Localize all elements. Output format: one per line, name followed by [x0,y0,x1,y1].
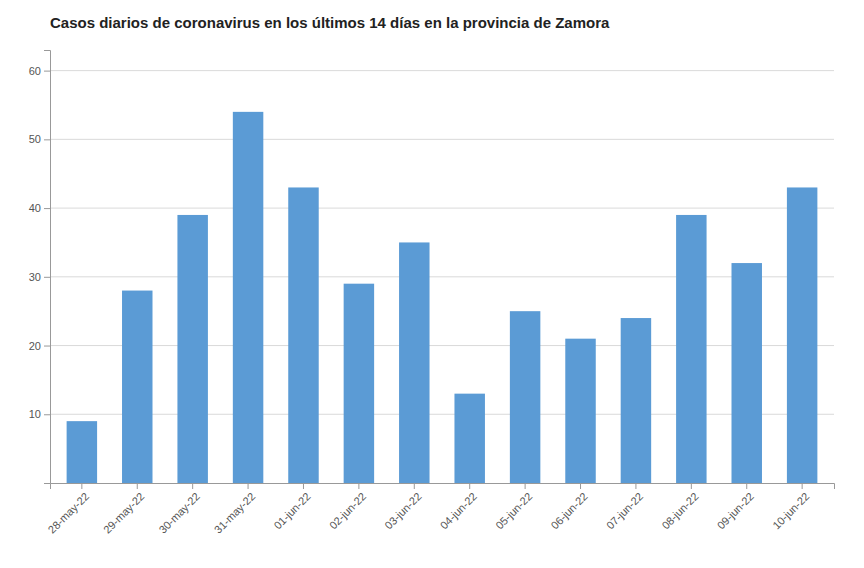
y-tick: 60 [29,65,50,77]
x-tick-label: 08-jun-22 [659,490,700,531]
y-tick: 40 [29,202,50,214]
x-tick-mark [414,483,415,489]
grid-line [50,414,834,415]
y-tick-mark [44,346,50,347]
y-tick-label: 40 [29,202,41,214]
x-tick: 10-jun-22 [770,483,811,531]
x-tick-label: 01-jun-22 [271,490,312,531]
bar [510,311,540,483]
x-axis: 28-may-2229-may-2230-may-2231-may-22 01-j… [46,483,835,536]
bar [676,215,706,483]
x-tick-mark [635,483,636,489]
x-tick: 02-jun-22 [327,483,368,531]
x-tick-mark [303,483,304,489]
y-tick-mark [44,139,50,140]
y-tick-mark [44,208,50,209]
x-tick: 29-may-22 [101,483,147,536]
y-tick-mark [44,71,50,72]
y-tick: 30 [29,271,50,283]
bar [454,394,484,483]
x-tick-label: 31-may-22 [212,490,258,536]
title: Casos diarios de coronavirus en los últi… [50,14,610,31]
x-tick: 06-jun-22 [548,483,589,531]
x-tick-mark [248,483,249,489]
x-tick-mark [746,483,747,489]
y-tick-mark [44,414,50,415]
x-tick: 03-jun-22 [382,483,423,531]
y-tick-label: 60 [29,65,41,77]
x-tick-label: 05-jun-22 [493,490,534,531]
x-tick-label: 06-jun-22 [548,490,589,531]
x-tick: 04-jun-22 [438,483,479,531]
y-tick-label: 30 [29,271,41,283]
x-tick: 31-may-22 [212,483,258,536]
plot: 10 20 30 40 50 60 28-may-2229-may-2230-may-223… [29,51,835,536]
y-tick: 20 [29,340,50,352]
x-tick: 28-may-22 [46,483,92,536]
bar [122,291,152,483]
bar [731,263,761,483]
bar [177,215,207,483]
y-tick-label: 50 [29,133,41,145]
bar [344,284,374,483]
grid-line [50,208,834,209]
bars [67,112,818,483]
grid-line [50,139,834,140]
x-tick-label: 30-may-22 [156,490,202,536]
x-tick-label: 10-jun-22 [770,490,811,531]
x-tick-label: 09-jun-22 [715,490,756,531]
y-tick: 50 [29,133,50,145]
x-tick: 05-jun-22 [493,483,534,531]
x-tick-mark [580,483,581,489]
grid [50,71,834,415]
x-tick-label: 02-jun-22 [327,490,368,531]
x-tick-mark [525,483,526,489]
x-tick-label: 29-may-22 [101,490,147,536]
y-tick-mark [44,277,50,278]
x-tick-mark [358,483,359,489]
bar [233,112,263,483]
y-tick-label: 10 [29,408,41,420]
y-tick: 10 [29,408,50,420]
y-axis: 10 20 30 40 50 60 [29,51,51,484]
grid-line [50,70,834,71]
bar [621,318,651,483]
grid-line [50,276,834,277]
x-tick: 30-may-22 [156,483,202,536]
x-axis-line [51,484,835,490]
bar [399,242,429,483]
chart: Casos diarios de coronavirus en los últi… [0,0,864,568]
x-tick-label: 07-jun-22 [604,490,645,531]
x-tick-label: 28-may-22 [46,490,92,536]
bar [67,421,97,483]
x-tick: 07-jun-22 [604,483,645,531]
x-tick-label: 03-jun-22 [382,490,423,531]
x-tick-mark [691,483,692,489]
x-tick-mark [802,483,803,489]
bar [565,339,595,483]
x-tick: 01-jun-22 [271,483,312,531]
grid-line [50,345,834,346]
x-tick: 08-jun-22 [659,483,700,531]
y-tick-label: 20 [29,340,41,352]
x-tick-mark [192,483,193,489]
y-axis-line [44,51,51,484]
x-tick-mark [137,483,138,489]
x-tick-label: 04-jun-22 [438,490,479,531]
x-tick-mark [469,483,470,489]
x-tick-mark [81,483,82,489]
bar [787,187,817,483]
x-tick: 09-jun-22 [715,483,756,531]
bar [288,187,318,483]
